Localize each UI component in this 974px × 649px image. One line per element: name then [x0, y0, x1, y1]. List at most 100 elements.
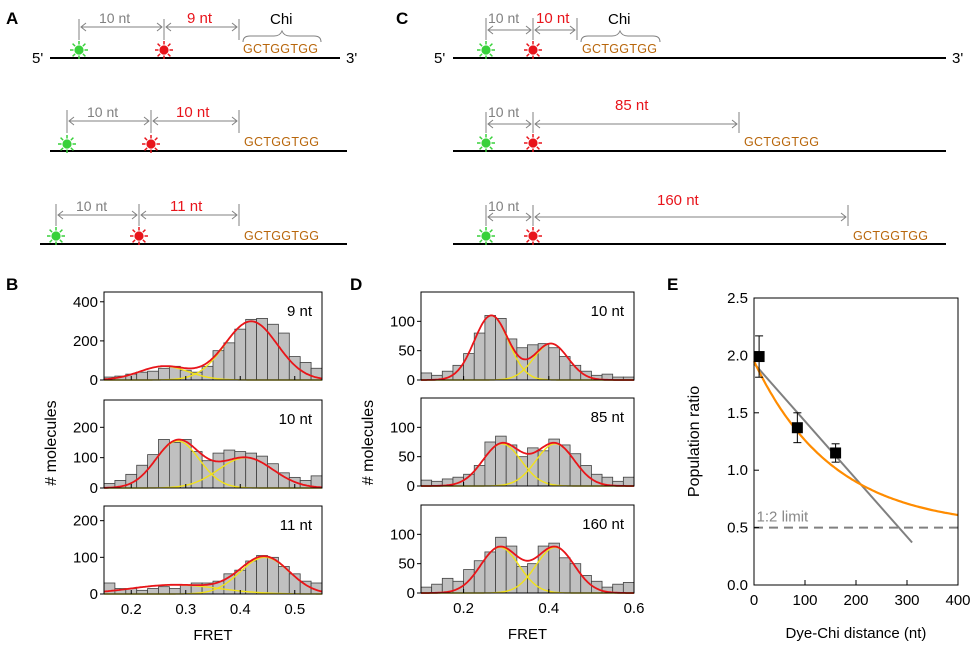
distance-label: 9 nt — [187, 10, 213, 27]
x-axis-label: FRET — [508, 626, 547, 643]
subplot-frame — [103, 291, 323, 381]
chi-sequence: GCTGGTGG — [744, 135, 819, 149]
x-tick-label: 100 — [792, 592, 817, 609]
y-tick-label: 1.0 — [727, 462, 748, 479]
y-tick-label: 0.5 — [727, 520, 748, 537]
donor-dye-icon — [69, 40, 89, 60]
schematic-c: 5' 3' 10 nt 10 nt GCTGGTGG Chi 10 nt — [434, 10, 963, 246]
histogram-bar — [473, 332, 486, 381]
y-tick-label: 100 — [390, 313, 415, 330]
subplot-label: 85 nt — [591, 409, 625, 426]
histogram-bar — [223, 449, 236, 489]
acceptor-dye-icon — [523, 40, 543, 60]
x-tick-label: 0.6 — [624, 600, 645, 617]
histogram-bar — [147, 588, 159, 595]
y-tick-label: 0 — [90, 586, 98, 603]
spacer-label: 10 nt — [76, 198, 107, 214]
distance-label: 160 nt — [657, 192, 700, 209]
x-tick-label: 0.2 — [121, 601, 142, 618]
histogram-bar — [168, 442, 181, 489]
histogram-panel-d: 0 50 100 10 nt 0 50 100 85 nt 0 50 100 160 nt 0.2 0.4… — [360, 291, 645, 643]
histogram-subplot: 0 200 400 9 nt — [73, 291, 323, 389]
gaussian-fit-curve — [103, 555, 323, 593]
y-tick-label: 0 — [407, 372, 415, 389]
x-axis-label: Dye-Chi distance (nt) — [786, 625, 927, 642]
x-tick-label: 200 — [843, 592, 868, 609]
histogram-bar — [484, 441, 496, 487]
subplot-label: 10 nt — [279, 411, 313, 428]
histogram-bar — [147, 454, 159, 489]
y-tick-label: 100 — [390, 526, 415, 543]
histogram-bar — [223, 342, 236, 381]
five-prime-label: 5' — [32, 50, 43, 67]
y-tick-label: 50 — [398, 343, 415, 360]
donor-dye-icon — [57, 134, 77, 154]
y-tick-label: 200 — [73, 513, 98, 530]
histogram-bar — [548, 542, 560, 594]
histogram-bar — [516, 347, 528, 381]
histogram-bar — [548, 347, 560, 381]
y-axis-label: Population ratio — [686, 386, 703, 497]
histogram-bar — [495, 317, 507, 381]
three-prime-label: 3' — [346, 50, 357, 67]
acceptor-dye-icon — [129, 226, 149, 246]
distance-label: 10 nt — [176, 104, 210, 121]
panel-label-e: E — [667, 275, 678, 294]
acceptor-dye-icon — [523, 226, 543, 246]
donor-dye-icon — [476, 133, 496, 153]
gaussian-fit-curve — [421, 545, 634, 594]
subplot-frame — [103, 505, 323, 595]
chi-brace — [580, 29, 661, 43]
x-tick-label: 0.5 — [284, 601, 305, 618]
chi-label: Chi — [270, 11, 293, 28]
y-tick-label: 100 — [73, 450, 98, 467]
histogram-subplot: 0 50 100 10 nt — [390, 291, 635, 389]
histogram-bar — [559, 444, 571, 487]
x-axis-label: FRET — [193, 627, 232, 644]
y-tick-label: 50 — [398, 556, 415, 573]
histogram-bar — [267, 556, 279, 595]
histogram-bar — [580, 465, 592, 487]
gaussian-fit-curve — [421, 441, 634, 487]
data-point — [830, 447, 842, 459]
histogram-bar — [245, 318, 257, 381]
y-tick-label: 0 — [407, 478, 415, 495]
histogram-bar — [484, 315, 496, 381]
exponential-fit-curve — [753, 360, 959, 517]
x-tick-label: 0.4 — [230, 601, 251, 618]
histogram-subplot: 0 50 100 160 nt — [390, 504, 635, 602]
x-tick-label: 0.3 — [175, 601, 196, 618]
histogram-bar — [463, 353, 475, 381]
y-tick-label: 100 — [73, 549, 98, 566]
histogram-bar — [158, 439, 170, 489]
histogram-bar — [537, 545, 550, 594]
scatter-panel-e: 1:2 limit 0.0 0.5 1.0 1.5 2.0 2.5 0 100 200 300 400… — [686, 290, 971, 642]
x-tick-label: 400 — [945, 592, 970, 609]
y-tick-label: 100 — [390, 419, 415, 436]
distance-label: 10 nt — [536, 10, 570, 27]
histogram-subplot: 0 100 200 10 nt — [73, 399, 323, 497]
y-tick-label: 0 — [90, 480, 98, 497]
chi-sequence: GCTGGTGG — [853, 229, 928, 243]
y-tick-label: 50 — [398, 449, 415, 466]
spacer-label: 10 nt — [488, 104, 519, 120]
y-tick-label: 400 — [73, 294, 98, 311]
y-tick-label: 0 — [407, 585, 415, 602]
histogram-bar — [158, 586, 170, 595]
histogram-bar — [168, 588, 181, 595]
acceptor-dye-icon — [154, 40, 174, 60]
histogram-bar — [622, 582, 635, 594]
x-tick-label: 300 — [894, 592, 919, 609]
spacer-label: 10 nt — [488, 198, 519, 214]
spacer-label: 10 nt — [87, 104, 118, 120]
y-tick-label: 200 — [73, 333, 98, 350]
histogram-bar — [569, 453, 582, 487]
distance-label: 85 nt — [615, 97, 649, 114]
three-prime-label: 3' — [952, 50, 963, 67]
subplot-label: 11 nt — [280, 517, 313, 534]
histogram-subplot: 0 50 100 85 nt — [390, 397, 635, 495]
y-tick-label: 2.5 — [727, 290, 748, 307]
x-tick-label: 0 — [750, 592, 758, 609]
subplot-frame — [103, 399, 323, 489]
